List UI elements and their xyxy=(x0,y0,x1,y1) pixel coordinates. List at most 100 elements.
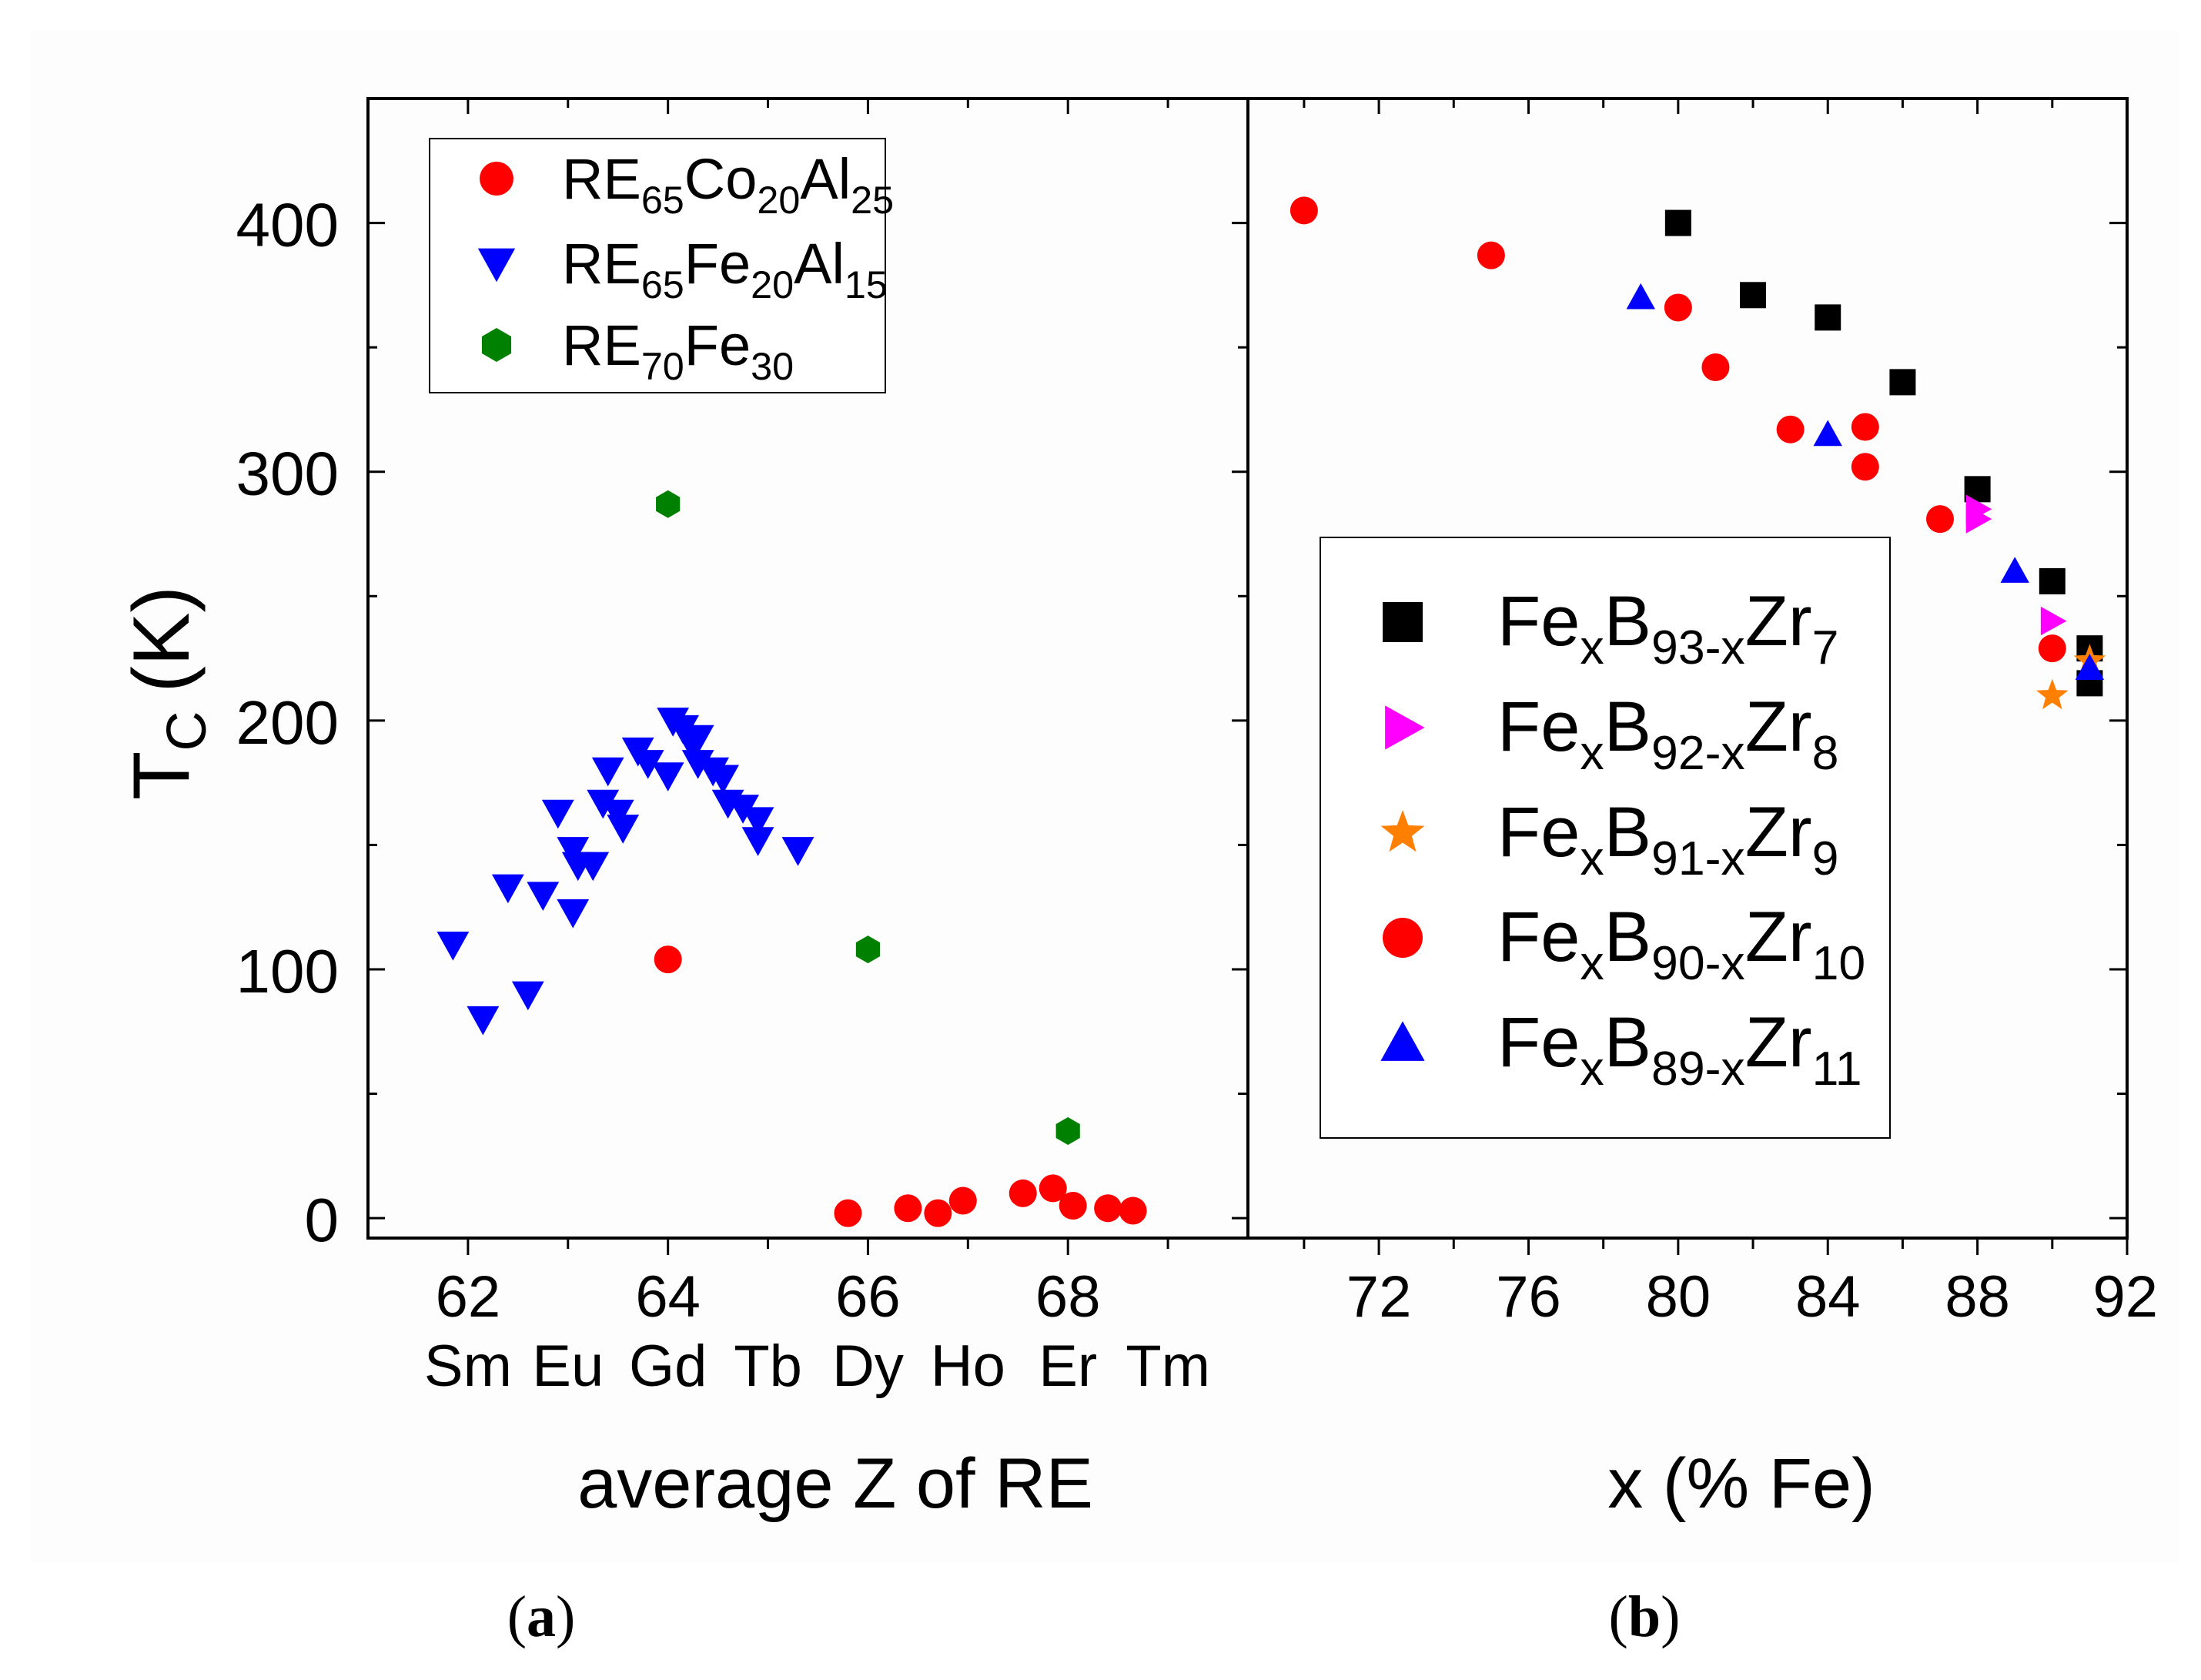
data-point-a-s0 xyxy=(1119,1196,1147,1225)
legend-a-label-0-part: 25 xyxy=(851,178,894,222)
data-point-a-s0 xyxy=(1039,1174,1067,1203)
panel-b-points xyxy=(1289,196,2106,710)
legend-b-label-1-part: 8 xyxy=(1812,726,1839,780)
legend-b-label-2-part: Zr xyxy=(1745,793,1812,872)
data-point-a-s1 xyxy=(681,725,714,755)
data-point-b-s3 xyxy=(1477,241,1505,269)
legend-a-label-0-part: 65 xyxy=(641,178,684,222)
panel-b-frame xyxy=(1246,97,2129,1240)
data-point-a-s0 xyxy=(1009,1179,1037,1207)
panel-b-ticks: 72 76 80 84 88 92 xyxy=(1232,99,2158,1330)
data-point-b-s3 xyxy=(1701,353,1730,381)
data-point-a-s1 xyxy=(741,807,774,837)
data-point-a-s1 xyxy=(557,899,590,929)
legend-b-label-3-part: x xyxy=(1580,936,1604,990)
legend-b-label-0-part: 7 xyxy=(1812,621,1839,674)
legend-b-label-0-part: Zr xyxy=(1745,582,1812,661)
legend-b-label-3-part: 10 xyxy=(1812,936,1866,990)
legend-b-label-4-part: Fe xyxy=(1497,1003,1580,1082)
legend-b-label-3-part: 90-x xyxy=(1651,936,1745,990)
panel-a-points xyxy=(437,490,1147,1227)
legend-a-label-1: RE65Fe20Al15 xyxy=(562,232,888,306)
legend-a-label-2-part: Fe xyxy=(684,313,751,377)
data-point-a-s0 xyxy=(834,1199,862,1227)
panel-a-ticks: 0 100 200 300 400 62 64 66 68 Sm Eu Gd Tb Dy Ho Er Tm xyxy=(236,99,1210,1399)
caption-b-letter: b xyxy=(1628,1585,1661,1649)
caption-a-letter: a xyxy=(527,1585,556,1649)
element-label-gd: Gd xyxy=(629,1334,707,1399)
data-point-a-s0 xyxy=(654,945,682,974)
legend-b-label-4-part: Zr xyxy=(1745,1003,1812,1082)
data-point-b-s3 xyxy=(1926,505,1955,534)
data-point-b-s3 xyxy=(1664,293,1692,322)
caption-a: (a) xyxy=(507,1585,576,1649)
legend-b-label-4-part: 11 xyxy=(1812,1042,1862,1096)
legend-a-label-1-part: 15 xyxy=(845,263,888,306)
element-label-eu: Eu xyxy=(532,1334,604,1399)
data-point-b-s4 xyxy=(1626,283,1655,310)
x-tick-label: 92 xyxy=(2092,1264,2158,1330)
caption-b-open: ( xyxy=(1609,1585,1628,1649)
legend-a-marker-2 xyxy=(481,328,512,362)
data-point-a-s1 xyxy=(681,750,714,779)
data-point-b-s1 xyxy=(1965,504,1992,534)
element-label-dy: Dy xyxy=(832,1334,904,1399)
legend-a-label-2-part: 70 xyxy=(641,344,684,388)
data-point-b-s3 xyxy=(2038,634,2066,663)
data-point-b-s4 xyxy=(2075,654,2105,680)
data-point-a-s1 xyxy=(467,1006,500,1036)
y-axis-label: TC (K) xyxy=(117,586,218,800)
x-tick-label: 80 xyxy=(1646,1264,1711,1330)
legend-a-marker-0 xyxy=(480,162,513,196)
y-tick-label: 100 xyxy=(236,937,339,1006)
legend-b-label-1-part: B xyxy=(1604,688,1651,766)
legend-a-label-2: RE70Fe30 xyxy=(562,313,794,388)
x-axis-label-b: x (% Fe) xyxy=(1607,1444,1875,1523)
data-point-b-s3 xyxy=(1776,415,1805,443)
data-point-b-s0 xyxy=(1664,209,1691,236)
y-tick-label: 200 xyxy=(236,688,339,757)
data-point-a-s2 xyxy=(1055,1117,1080,1146)
data-point-a-s1 xyxy=(601,799,634,829)
legend-a-label-0-part: RE xyxy=(562,147,641,211)
data-point-a-s1 xyxy=(437,931,470,961)
element-label-ho: Ho xyxy=(931,1334,1005,1399)
legend-b-label-4-part: x xyxy=(1580,1042,1604,1096)
legend-a-label-0-part: Al xyxy=(800,147,851,211)
data-point-b-s0 xyxy=(1889,369,1916,396)
data-point-a-s1 xyxy=(511,981,544,1011)
legend-b-label-0-part: 93-x xyxy=(1651,621,1745,674)
legend-a-label-2-part: 30 xyxy=(751,344,794,388)
element-label-tm: Tm xyxy=(1126,1334,1210,1399)
element-label-er: Er xyxy=(1039,1334,1097,1399)
data-point-b-s4 xyxy=(2000,557,2029,583)
legend-b-label-0-part: B xyxy=(1604,582,1651,661)
x-tick-label: 84 xyxy=(1795,1264,1861,1330)
data-point-b-s1 xyxy=(2040,606,2067,636)
data-point-a-s1 xyxy=(541,799,574,829)
caption-b-close: ) xyxy=(1661,1585,1680,1649)
legend-b-label-2-part: Fe xyxy=(1497,793,1580,872)
data-point-a-s1 xyxy=(557,837,590,866)
data-point-b-s2 xyxy=(2036,678,2069,710)
legend-b-marker-3 xyxy=(1383,918,1423,958)
legend-b-marker-0 xyxy=(1383,602,1423,642)
legend-b-label-2-part: 91-x xyxy=(1651,832,1745,885)
legend-b-label-1-part: Fe xyxy=(1497,688,1580,766)
x-axis-label-a: average Z of RE xyxy=(577,1444,1093,1523)
legend-b-label-3-part: B xyxy=(1604,898,1651,976)
legend-a-label-1-part: Al xyxy=(794,232,845,296)
legend-b-label-0-part: x xyxy=(1580,621,1604,674)
data-point-a-s1 xyxy=(577,852,610,882)
legend-a-label-0: RE65Co20Al25 xyxy=(562,147,894,222)
data-point-a-s1 xyxy=(651,762,684,791)
legend-a-label-1-part: 20 xyxy=(751,263,794,306)
y-tick-label: 0 xyxy=(305,1186,340,1254)
data-point-a-s1 xyxy=(527,882,560,911)
data-point-b-s0 xyxy=(2039,567,2066,594)
legend-a-marker-1 xyxy=(477,248,516,283)
legend-b-label-4-part: 89-x xyxy=(1651,1042,1745,1096)
data-point-a-s0 xyxy=(924,1199,952,1227)
legend-a-label-0-part: Co xyxy=(684,147,758,211)
